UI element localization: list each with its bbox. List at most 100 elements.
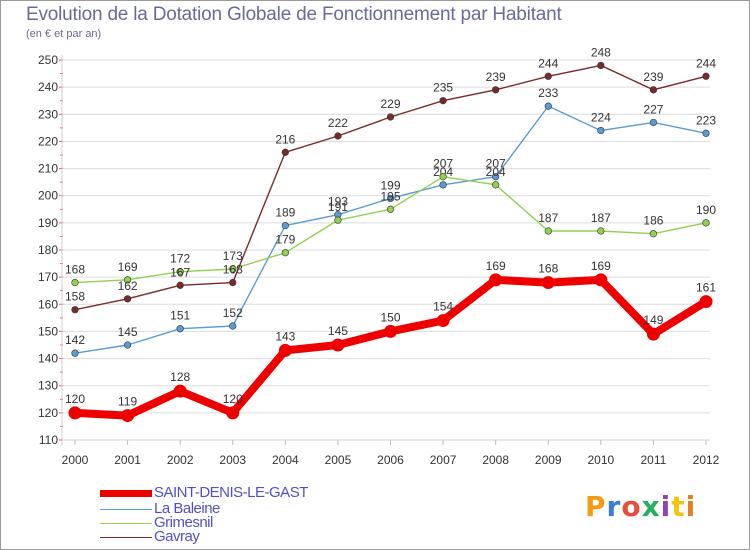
data-label-grimesnil: 207 — [433, 157, 453, 171]
data-label-saint-denis-le-gast: 120 — [65, 392, 85, 406]
data-label-la-baleine: 199 — [380, 178, 400, 192]
data-point-saint-denis-le-gast — [384, 324, 397, 338]
data-label-gavray: 167 — [170, 265, 190, 279]
data-label-la-baleine: 193 — [328, 195, 348, 209]
legend-swatch — [100, 537, 152, 538]
data-label-gavray: 216 — [275, 132, 295, 146]
x-tick-label: 2011 — [641, 453, 667, 467]
data-point-saint-denis-le-gast — [646, 327, 660, 341]
x-tick-label: 2012 — [693, 453, 720, 467]
data-point-gavray — [229, 278, 237, 287]
y-tick-label: 130 — [38, 379, 58, 393]
y-tick-label: 230 — [38, 107, 58, 121]
data-label-la-baleine: 204 — [433, 165, 453, 179]
data-label-gavray: 235 — [433, 81, 453, 95]
data-label-gavray: 229 — [380, 97, 400, 111]
y-tick-label: 210 — [38, 162, 58, 176]
y-tick-label: 190 — [38, 216, 58, 230]
data-label-la-baleine: 223 — [696, 113, 716, 127]
y-tick-label: 220 — [38, 134, 58, 148]
data-point-saint-denis-le-gast — [489, 273, 503, 287]
data-point-la-baleine — [544, 102, 552, 110]
y-tick-label: 120 — [38, 406, 58, 420]
data-label-gavray: 162 — [118, 279, 138, 293]
data-point-la-baleine — [597, 126, 605, 135]
data-label-grimesnil: 195 — [380, 189, 400, 203]
data-point-saint-denis-le-gast — [594, 273, 608, 287]
data-label-gavray: 248 — [591, 45, 611, 59]
data-point-gavray — [71, 306, 79, 314]
data-point-grimesnil — [176, 268, 184, 276]
data-label-saint-denis-le-gast: 120 — [223, 392, 243, 406]
legend-swatch — [100, 523, 152, 524]
data-point-saint-denis-le-gast — [699, 295, 713, 309]
data-point-la-baleine — [176, 325, 184, 333]
data-point-grimesnil — [71, 278, 79, 287]
data-label-saint-denis-le-gast: 119 — [118, 395, 137, 409]
legend-label: Gavray — [154, 528, 200, 545]
data-point-grimesnil — [702, 219, 710, 227]
data-point-grimesnil — [492, 181, 500, 189]
y-tick-label: 160 — [38, 297, 58, 311]
data-point-gavray — [123, 295, 132, 303]
data-point-grimesnil — [281, 249, 289, 257]
x-tick-label: 2007 — [430, 453, 457, 467]
data-label-la-baleine: 227 — [643, 102, 663, 116]
data-label-grimesnil: 187 — [538, 211, 558, 225]
data-label-grimesnil: 179 — [275, 233, 295, 247]
data-point-saint-denis-le-gast — [278, 343, 292, 357]
y-tick-label: 250 — [38, 53, 58, 67]
x-tick-label: 2008 — [482, 453, 509, 467]
data-point-grimesnil — [123, 276, 132, 284]
legend-swatch — [100, 509, 152, 510]
y-tick-label: 170 — [38, 270, 58, 284]
data-point-gavray — [386, 113, 395, 121]
data-point-gavray — [597, 61, 605, 70]
data-label-saint-denis-le-gast: 143 — [275, 329, 295, 343]
data-point-saint-denis-le-gast — [226, 406, 240, 420]
data-label-saint-denis-le-gast: 128 — [170, 370, 190, 384]
data-label-grimesnil: 204 — [486, 165, 506, 179]
series-line-saint-denis-le-gast — [74, 275, 709, 420]
x-tick-label: 2006 — [377, 453, 404, 467]
x-tick-label: 2003 — [219, 453, 246, 467]
data-point-gavray — [702, 72, 710, 80]
data-label-grimesnil: 173 — [223, 249, 243, 263]
data-point-grimesnil — [649, 230, 658, 238]
data-label-la-baleine: 233 — [538, 86, 558, 100]
data-label-gavray: 158 — [65, 290, 85, 304]
data-label-saint-denis-le-gast: 154 — [433, 300, 453, 314]
y-tick-label: 180 — [38, 243, 58, 257]
data-point-gavray — [492, 86, 500, 94]
data-point-saint-denis-le-gast — [331, 338, 345, 352]
data-point-saint-denis-le-gast — [541, 276, 555, 290]
logo-letter: i — [685, 490, 697, 523]
data-label-gavray: 168 — [223, 263, 243, 277]
x-tick-label: 2001 — [114, 453, 141, 467]
data-point-grimesnil — [439, 173, 447, 181]
legend-swatch — [100, 490, 152, 497]
data-label-grimesnil: 187 — [591, 211, 611, 225]
data-point-la-baleine — [71, 349, 79, 357]
data-label-grimesnil: 186 — [643, 214, 663, 228]
legend-label: SAINT-DENIS-LE-GAST — [154, 484, 308, 501]
data-point-gavray — [281, 148, 289, 156]
proxiti-logo: Proxiti — [585, 490, 696, 523]
logo-letter: x — [641, 490, 661, 523]
data-label-la-baleine: 151 — [170, 309, 190, 323]
data-point-la-baleine — [492, 173, 500, 181]
data-point-la-baleine — [649, 118, 658, 127]
logo-letter: o — [621, 490, 642, 523]
data-point-la-baleine — [123, 341, 132, 349]
data-label-saint-denis-le-gast: 169 — [486, 259, 506, 273]
y-tick-label: 140 — [38, 352, 58, 366]
chart-subtitle: (en € et par an) — [26, 28, 102, 40]
data-label-la-baleine: 145 — [118, 325, 138, 339]
data-point-la-baleine — [702, 129, 710, 137]
data-point-grimesnil — [544, 227, 552, 235]
data-point-gavray — [649, 86, 658, 94]
y-tick-label: 200 — [38, 189, 58, 203]
logo-letter: i — [660, 490, 672, 523]
